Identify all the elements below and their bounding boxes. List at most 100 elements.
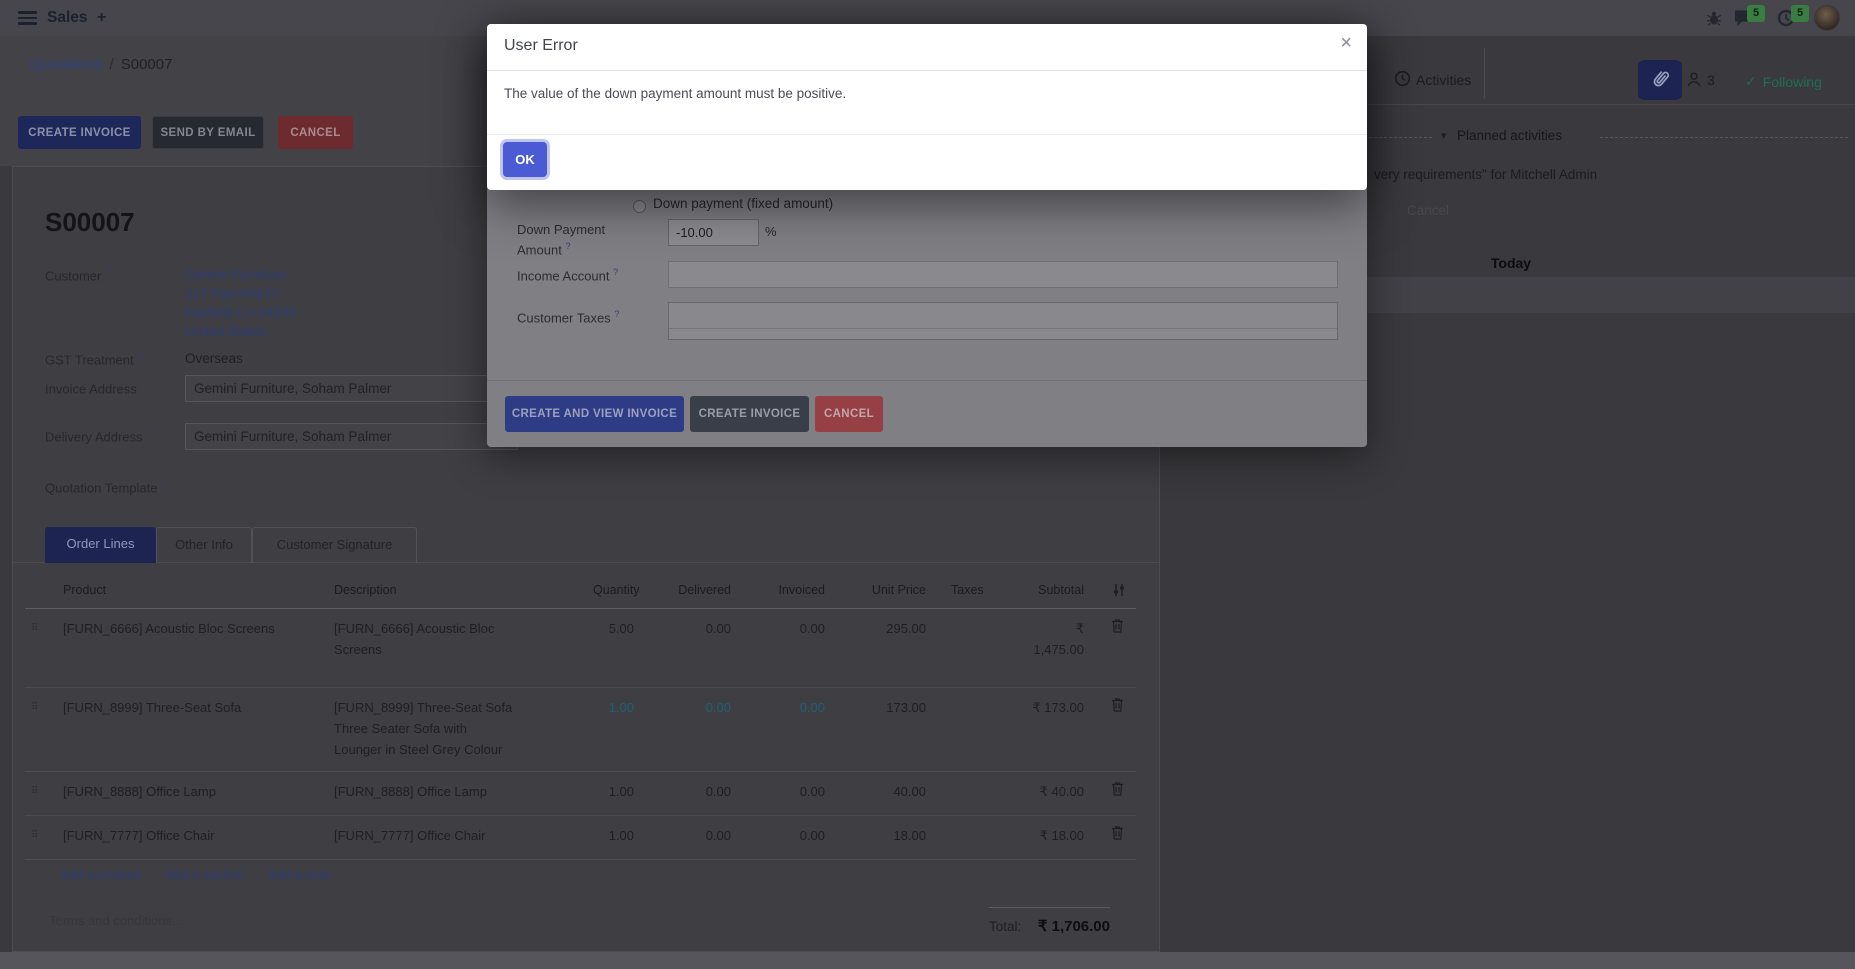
customer-value[interactable]: Gemini Furniture 317 Fairchild Dr Fairfi… [185, 265, 296, 341]
cell-unit-price[interactable]: 295.00 [833, 608, 934, 688]
activities-button[interactable]: Activities [1416, 72, 1472, 88]
breadcrumb-separator: / [109, 56, 114, 73]
adjust-columns-icon[interactable] [1092, 579, 1136, 609]
followers-button[interactable]: 3 [1686, 71, 1715, 88]
cell-taxes[interactable] [934, 687, 1024, 772]
cell-invoiced[interactable]: 0.00 [739, 608, 833, 688]
delete-line-button[interactable] [1092, 771, 1136, 816]
column-header-unit-price[interactable]: Unit Price [833, 579, 934, 609]
wizard-create-invoice-button[interactable]: CREATE INVOICE [690, 396, 809, 432]
down-payment-amount-field[interactable] [668, 219, 759, 246]
close-icon[interactable]: × [1340, 32, 1352, 54]
drag-handle-icon[interactable]: ⠿ [25, 815, 59, 860]
add-a-product-link[interactable]: Add a product [60, 867, 141, 882]
hamburger-menu-icon[interactable] [18, 11, 37, 25]
customer-name-link[interactable]: Gemini Furniture [185, 267, 286, 282]
person-icon [1687, 72, 1701, 87]
cell-subtotal: ₹ 173.00 [1024, 687, 1092, 772]
cell-unit-price[interactable]: 40.00 [833, 771, 934, 816]
breadcrumb: Quotations / S00007 [30, 56, 172, 73]
create-invoice-button[interactable]: CREATE INVOICE [18, 116, 141, 149]
delete-line-button[interactable] [1092, 608, 1136, 688]
column-header-taxes[interactable]: Taxes [934, 579, 1024, 609]
tab-other-info[interactable]: Other Info [156, 527, 252, 563]
down-payment-fixed-label[interactable]: Down payment (fixed amount) [653, 196, 834, 211]
cell-taxes[interactable] [934, 771, 1024, 816]
down-payment-fixed-radio[interactable] [633, 200, 646, 213]
cell-description[interactable]: [FURN_8888] Office Lamp [331, 771, 593, 816]
cell-invoiced[interactable]: 0.00 [739, 687, 833, 772]
cell-taxes[interactable] [934, 815, 1024, 860]
cell-quantity[interactable]: 1.00 [593, 815, 642, 860]
cell-quantity[interactable]: 5.00 [593, 608, 642, 688]
cell-description[interactable]: [FURN_6666] Acoustic Bloc Screens [331, 608, 593, 688]
add-a-note-link[interactable]: Add a note [267, 867, 331, 882]
trash-icon[interactable] [1111, 697, 1124, 715]
invoice-address-field[interactable] [185, 375, 518, 402]
delete-line-button[interactable] [1092, 815, 1136, 860]
column-header-product[interactable]: Product [59, 579, 331, 609]
total-value: ₹ 1,706.00 [1037, 918, 1110, 935]
cell-product[interactable]: [FURN_8888] Office Lamp [59, 771, 331, 816]
cell-quantity[interactable]: 1.00 [593, 771, 642, 816]
cell-unit-price[interactable]: 18.00 [833, 815, 934, 860]
cell-unit-price[interactable]: 173.00 [833, 687, 934, 772]
cell-invoiced[interactable]: 0.00 [739, 815, 833, 860]
wizard-cancel-button[interactable]: CANCEL [815, 396, 883, 432]
cell-quantity[interactable]: 1.00 [593, 687, 642, 772]
send-by-email-button[interactable]: SEND BY EMAIL [152, 116, 264, 149]
customer-taxes-field[interactable] [668, 302, 1338, 340]
activities-count-badge[interactable]: 5 [1791, 5, 1809, 22]
planned-activities-header[interactable]: Planned activities [1457, 128, 1563, 143]
create-and-view-invoice-button[interactable]: CREATE AND VIEW INVOICE [505, 396, 684, 432]
ok-button[interactable]: OK [503, 142, 547, 177]
trash-icon[interactable] [1111, 825, 1124, 843]
activity-cancel-link[interactable]: Cancel [1407, 203, 1450, 218]
cell-delivered[interactable]: 0.00 [642, 815, 739, 860]
cell-description[interactable]: [FURN_8999] Three-Seat Sofa Three Seater… [331, 687, 593, 772]
attach-files-button[interactable] [1638, 60, 1682, 100]
follower-count: 3 [1707, 71, 1715, 88]
tab-order-lines[interactable]: Order Lines [45, 527, 156, 563]
cell-product[interactable]: [FURN_7777] Office Chair [59, 815, 331, 860]
delivery-address-field[interactable] [185, 423, 518, 450]
tab-customer-signature[interactable]: Customer Signature [252, 527, 417, 563]
cell-description[interactable]: [FURN_7777] Office Chair [331, 815, 593, 860]
app-title[interactable]: Sales [47, 9, 88, 26]
cell-delivered[interactable]: 0.00 [642, 771, 739, 816]
cell-product[interactable]: [FURN_6666] Acoustic Bloc Screens [59, 608, 331, 688]
messages-count-badge[interactable]: 5 [1747, 5, 1765, 22]
help-marker: ? [137, 351, 143, 361]
plus-icon[interactable]: + [97, 0, 106, 36]
dialog-header-divider [487, 70, 1367, 71]
trash-icon[interactable] [1111, 618, 1124, 636]
cancel-order-button[interactable]: CANCEL [278, 116, 353, 149]
column-header-subtotal[interactable]: Subtotal [1024, 579, 1092, 609]
bug-icon[interactable] [1705, 9, 1723, 30]
add-a-section-link[interactable]: Add a section [164, 867, 244, 882]
delete-line-button[interactable] [1092, 687, 1136, 772]
column-header-delivered[interactable]: Delivered [642, 579, 739, 609]
cell-taxes[interactable] [934, 608, 1024, 688]
column-header-description[interactable]: Description [331, 579, 593, 609]
chevron-down-icon[interactable]: ▾ [1441, 130, 1447, 142]
column-header-invoiced[interactable]: Invoiced [739, 579, 833, 609]
bottom-scrollbar-track[interactable] [0, 952, 1855, 969]
help-marker: ? [614, 309, 620, 319]
terms-and-conditions-placeholder[interactable]: Terms and conditions... [49, 913, 183, 928]
cell-invoiced[interactable]: 0.00 [739, 771, 833, 816]
cell-delivered[interactable]: 0.00 [642, 687, 739, 772]
drag-handle-icon[interactable]: ⠿ [25, 771, 59, 816]
following-button[interactable]: ✓ Following [1745, 73, 1822, 90]
income-account-field[interactable] [668, 261, 1338, 288]
drag-handle-icon[interactable]: ⠿ [25, 687, 59, 772]
drag-handle-icon[interactable]: ⠿ [25, 608, 59, 688]
trash-icon[interactable] [1111, 781, 1124, 799]
cell-delivered[interactable]: 0.00 [642, 608, 739, 688]
breadcrumb-quotations-link[interactable]: Quotations [30, 56, 103, 73]
cell-product[interactable]: [FURN_8999] Three-Seat Sofa [59, 687, 331, 772]
column-header-quantity[interactable]: Quantity [593, 579, 642, 609]
customer-taxes-inner-divider [669, 328, 1337, 329]
percent-suffix: % [765, 224, 777, 239]
user-avatar[interactable] [1814, 5, 1840, 31]
